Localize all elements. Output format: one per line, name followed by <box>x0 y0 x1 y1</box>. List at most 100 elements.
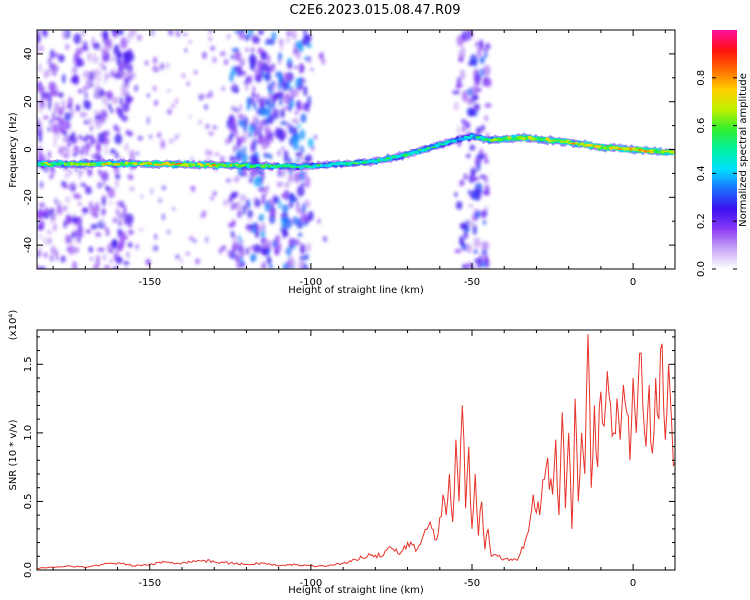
heatmap-noise-cell <box>210 45 216 51</box>
heatmap-noise-cell <box>175 97 178 105</box>
heatmap-noise-cell <box>109 148 117 154</box>
heatmap-noise-cell <box>68 169 73 176</box>
heatmap-noise-cell <box>474 42 480 48</box>
heatmap-noise-cell <box>108 200 113 206</box>
heatmap-noise-cell <box>37 153 46 162</box>
heatmap-ridge-cell <box>518 137 524 140</box>
heatmap-noise-cell <box>290 257 296 269</box>
heatmap-noise-cell <box>65 172 69 179</box>
heatmap-ridge <box>37 132 675 172</box>
heatmap-noise-cell <box>236 201 242 212</box>
heatmap-noise-cell <box>472 94 479 101</box>
heatmap-noise-cell <box>127 242 133 248</box>
heatmap-noise-cell <box>251 91 256 99</box>
heatmap-noise-cell <box>102 253 106 261</box>
heatmap-noise-cell <box>276 182 282 188</box>
heatmap-noise-cell <box>68 236 71 243</box>
heatmap-noise-cell <box>287 61 293 70</box>
spectrogram-x-axis-label: Height of straight line (km) <box>288 285 424 296</box>
heatmap-noise-cell <box>266 256 272 265</box>
heatmap-noise-cell <box>279 95 283 107</box>
heatmap-noise-cell <box>233 81 236 90</box>
heatmap-noise-cell <box>235 253 240 263</box>
heatmap-ridge-cell <box>240 165 246 167</box>
heatmap-noise-cell <box>219 155 225 163</box>
spectrogram-x-ticks: -150 -100 -50 0 <box>52 30 666 288</box>
heatmap-noise-cell <box>134 84 139 92</box>
heatmap-noise-cell <box>297 232 303 237</box>
heatmap-noise-cell <box>101 55 106 63</box>
heatmap-noise-cell <box>288 237 294 250</box>
heatmap-ridge-cell <box>188 163 194 165</box>
heatmap-noise-cell <box>62 73 66 84</box>
heatmap-noise-cell <box>146 93 150 98</box>
heatmap-noise-cell <box>272 107 276 119</box>
heatmap-noise-cell <box>111 96 119 105</box>
heatmap-noise-cell <box>471 85 478 97</box>
heatmap-noise-cell <box>219 52 223 56</box>
heatmap-noise-cell <box>129 149 135 161</box>
heatmap-noise-cell <box>167 108 172 115</box>
spectrogram-y-ticks: 40 20 0 -20 -40 <box>23 29 675 270</box>
heatmap-noise-cell <box>473 237 481 249</box>
heatmap-noise-cell <box>95 201 100 211</box>
snr-plot-background <box>37 330 675 570</box>
heatmap-noise-cell <box>62 30 67 40</box>
heatmap-noise-cell <box>281 204 289 213</box>
heatmap-noise-cell <box>264 40 269 46</box>
heatmap-noise-cell <box>65 43 70 51</box>
heatmap-noise-cell <box>456 126 460 134</box>
heatmap-noise-cell <box>482 153 488 159</box>
colorbar-tick-label: 0.4 <box>696 165 707 181</box>
heatmap-noise-cell <box>52 223 57 232</box>
heatmap-noise-cell <box>55 250 59 262</box>
heatmap-noise-cell <box>237 114 243 119</box>
heatmap-ridge-cell <box>376 160 382 162</box>
heatmap-noise-cell <box>79 111 88 118</box>
heatmap-noise-cell <box>152 56 158 65</box>
heatmap-noise-cell <box>170 102 176 109</box>
heatmap-noise-cell <box>140 194 144 199</box>
heatmap-noise-cell <box>175 30 181 38</box>
heatmap-noise-cell <box>119 96 123 107</box>
heatmap-noise-cell <box>267 65 272 70</box>
heatmap-noise-cell <box>247 228 254 233</box>
heatmap-ridge-cell <box>66 162 72 164</box>
heatmap-noise-cell <box>129 186 135 192</box>
heatmap-noise-cell <box>78 171 84 175</box>
heatmap-noise-cell <box>258 119 265 131</box>
heatmap-noise-cell <box>151 30 155 37</box>
heatmap-noise-cell <box>211 56 217 64</box>
heatmap-ridge-cell <box>411 152 417 154</box>
heatmap-ridge-cell <box>492 139 498 141</box>
heatmap-noise-cell <box>98 169 102 176</box>
heatmap-noise-cell <box>95 254 100 267</box>
colorbar-bar <box>712 30 737 269</box>
heatmap-noise-cell <box>269 114 274 125</box>
heatmap-noise-cell <box>250 121 256 128</box>
heatmap-noise-cell <box>247 209 253 219</box>
heatmap-noise-cell <box>37 63 42 73</box>
snr-y-ticks: 0.0 0.5 1.0 1.5 <box>23 336 675 578</box>
heatmap-noise-cell <box>233 175 240 183</box>
heatmap-noise-cell <box>67 104 72 109</box>
heatmap-noise-cell <box>39 202 45 208</box>
heatmap-noise-cell <box>244 171 248 178</box>
heatmap-noise-cell <box>270 63 276 73</box>
heatmap-noise-cell <box>240 240 244 244</box>
heatmap-noise-cell <box>100 216 104 226</box>
heatmap-noise-cell <box>268 198 273 206</box>
heatmap-noise-cell <box>304 105 310 113</box>
heatmap-noise-cell <box>258 30 264 35</box>
heatmap-noise-cell <box>58 54 65 63</box>
heatmap-ridge-cell <box>83 164 89 166</box>
heatmap-noise-cell <box>241 153 248 164</box>
heatmap-noise-cell <box>258 47 261 51</box>
heatmap-noise-cell <box>266 106 272 118</box>
heatmap-noise-cell <box>37 145 43 157</box>
heatmap-noise-cell <box>281 220 285 230</box>
heatmap-noise-cell <box>78 88 83 94</box>
heatmap-noise-cell <box>73 230 78 237</box>
heatmap-ridge-cell <box>147 162 153 165</box>
heatmap-ridge-cell <box>484 138 489 141</box>
